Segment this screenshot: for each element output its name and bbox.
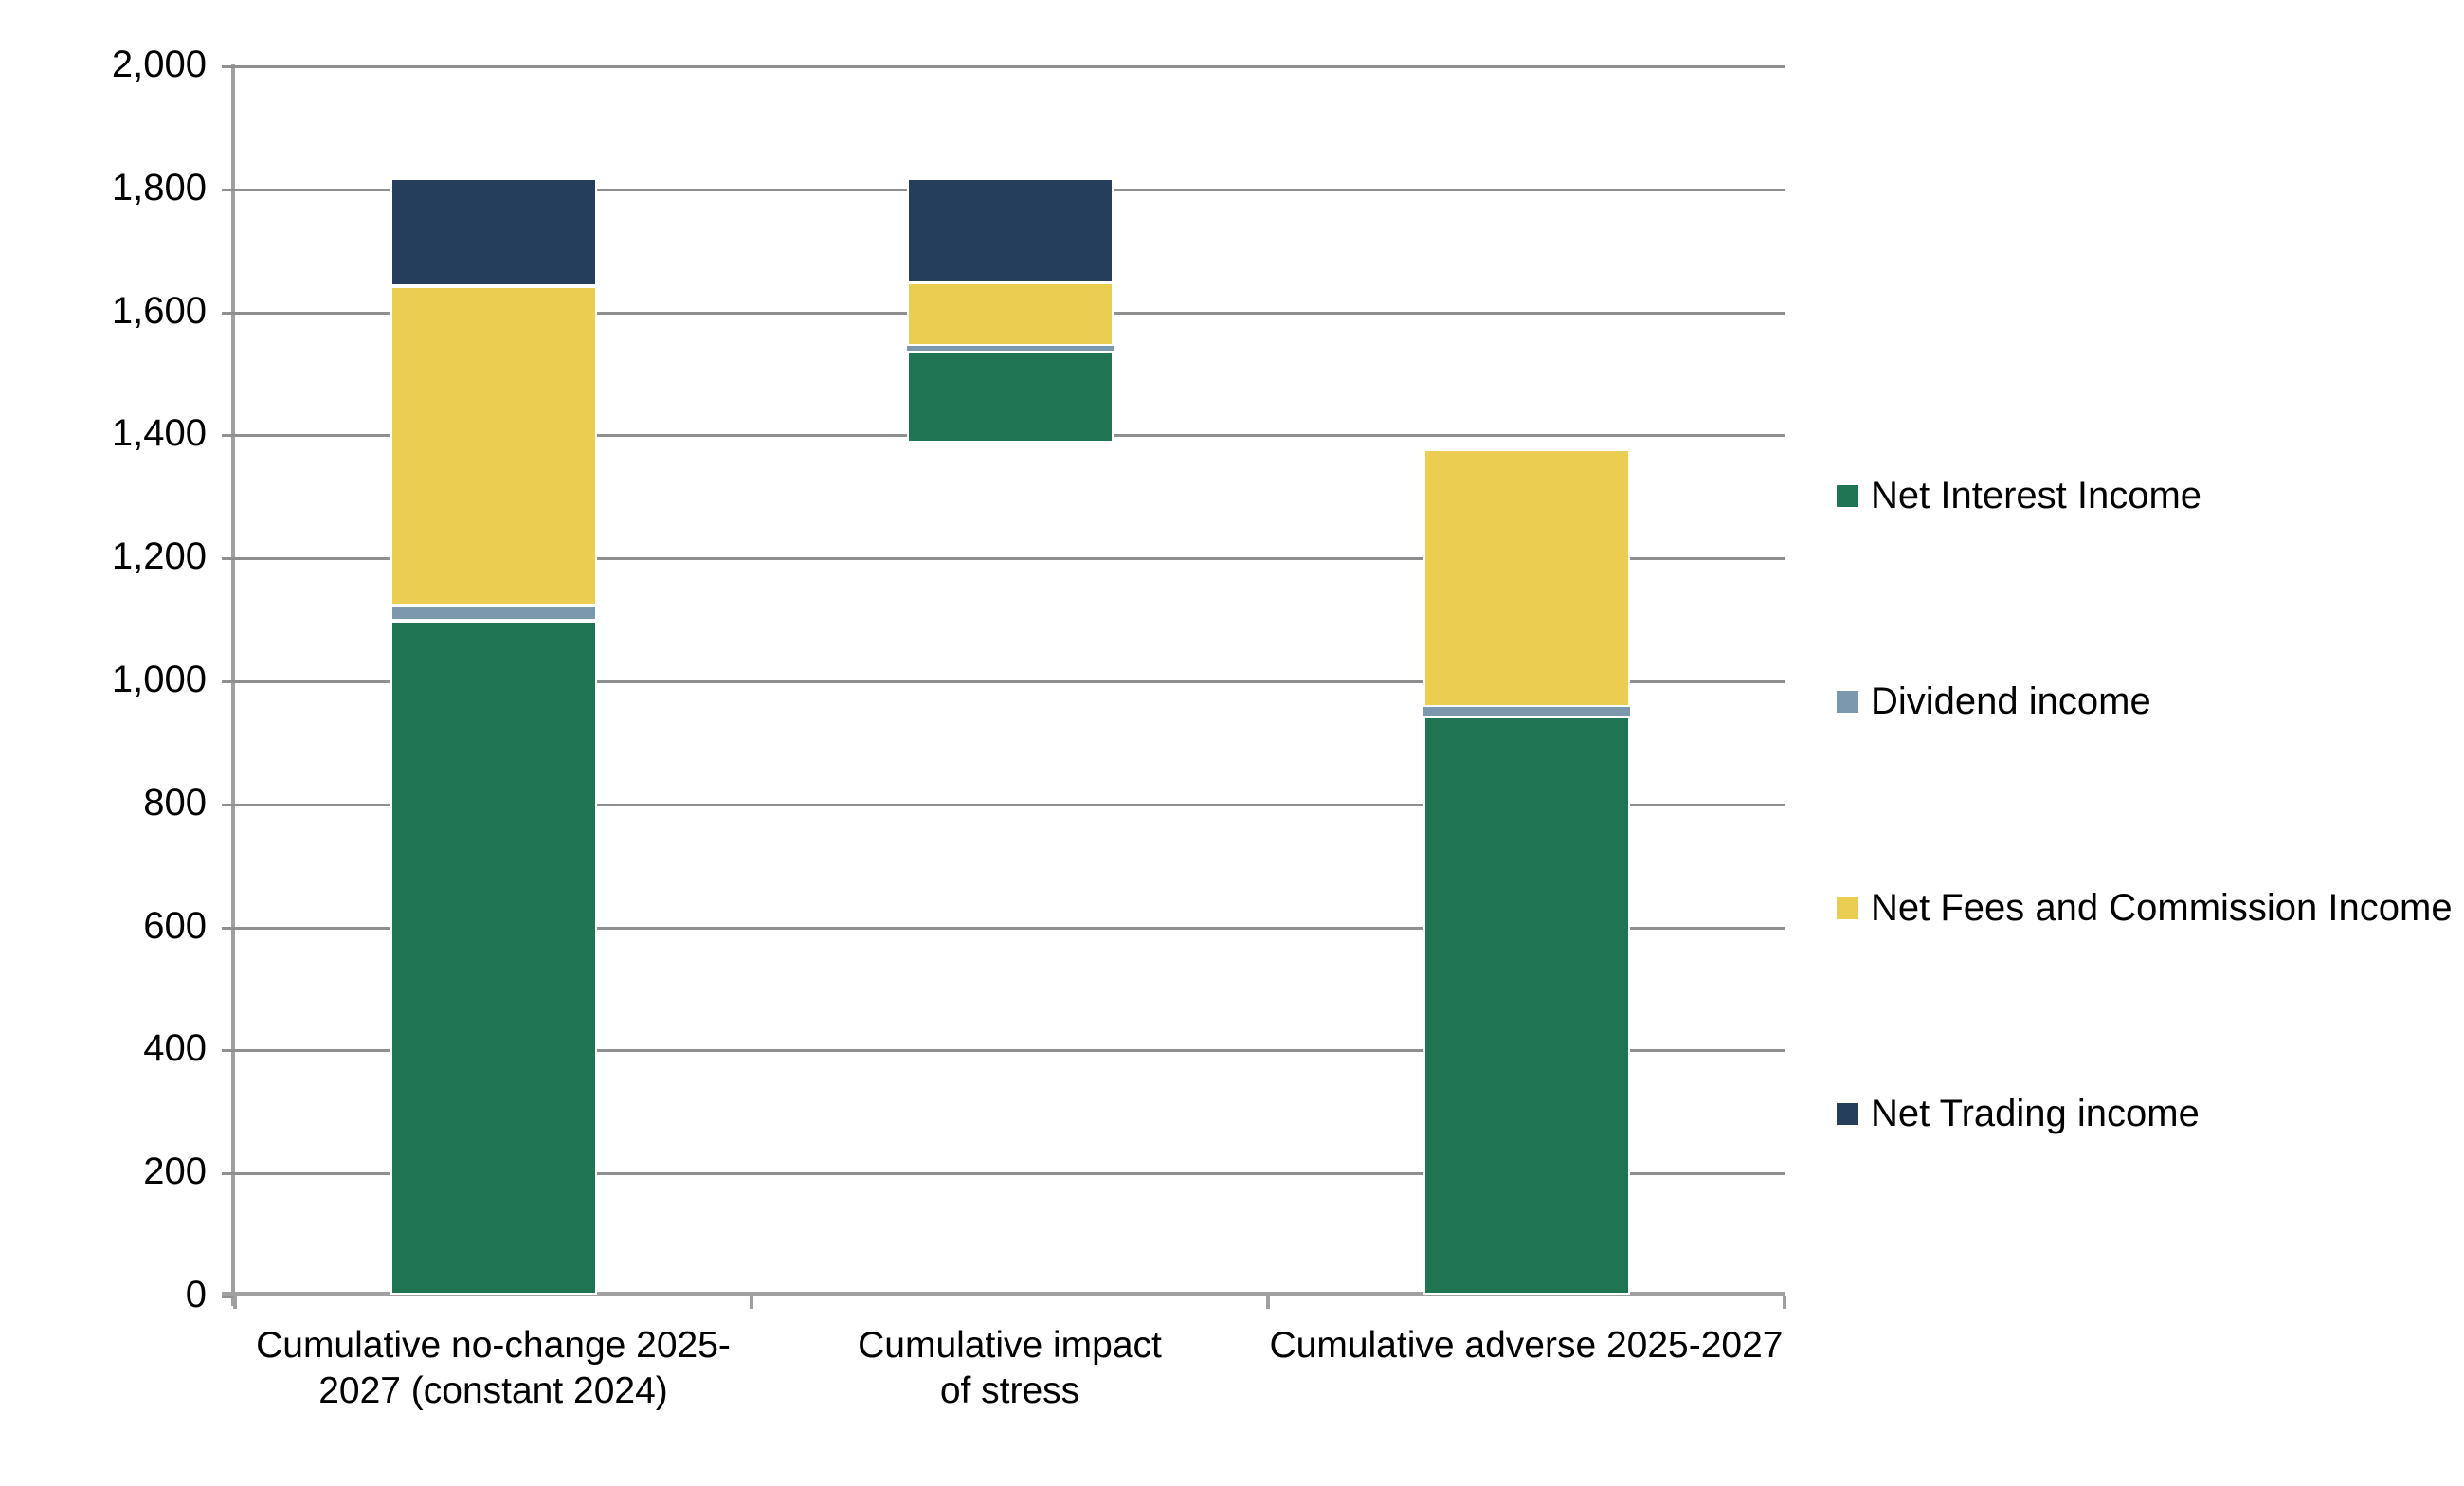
plot-area: 0 200 400 600 800 1,000 1,200 1,400 1,600 1,800 2,…: [112, 45, 1786, 1411]
x-category-label-2: Cumulative impact of stress: [858, 1325, 1162, 1411]
x-axis-tick: [750, 1296, 753, 1309]
legend-label: Net Trading income: [1871, 1093, 2200, 1134]
y-tick-label: 2,000: [111, 44, 207, 85]
bar-segment-net-fees-and-commission-income-cat3: [1422, 448, 1630, 708]
x-category-label-1: Cumulative no-change 2025- 2027 (constan…: [256, 1325, 731, 1411]
y-axis-tick: [222, 680, 235, 683]
legend-swatch-icon: [1837, 897, 1858, 919]
bar-segment-net-interest-income-cat1: [390, 621, 597, 1295]
gridline-200: [235, 1172, 1785, 1176]
x-category-label-3: Cumulative adverse 2025-2027: [1269, 1325, 1784, 1366]
gridline-400: [235, 1049, 1785, 1053]
y-axis-line: [231, 64, 235, 1306]
bar-segment-net-interest-income-cat2: [906, 350, 1114, 444]
gridline-1200: [235, 557, 1785, 561]
bar-segment-net-fees-and-commission-income-cat2: [906, 282, 1114, 346]
y-axis-tick: [222, 557, 235, 561]
bar-segment-net-fees-and-commission-income-cat1: [390, 285, 597, 607]
legend-item-dividend-income: Dividend income: [1837, 679, 2151, 724]
x-axis-tick: [1783, 1296, 1786, 1309]
gridline-600: [235, 926, 1785, 930]
bar-segment-net-interest-income-cat3: [1422, 716, 1630, 1295]
bar-segment-net-trading-income-cat2: [906, 178, 1114, 283]
y-tick-label: 400: [143, 1027, 207, 1070]
legend-item-net-interest-income: Net Interest Income: [1837, 473, 2201, 518]
bar-segment-dividend-income-cat3: [1422, 707, 1630, 716]
y-axis-tick: [222, 434, 235, 438]
bar-segment-net-trading-income-cat1: [390, 178, 597, 286]
y-axis-tick: [222, 311, 235, 315]
y-tick-label: 200: [143, 1151, 207, 1193]
x-axis-line: [222, 1292, 1785, 1296]
bar-segment-dividend-income-cat1: [390, 606, 597, 622]
gridline-2000: [235, 65, 1785, 68]
y-axis-tick: [222, 1296, 235, 1298]
y-tick-label: 1,200: [111, 535, 207, 578]
y-tick-label: 600: [143, 904, 207, 947]
bar-segment-dividend-income-cat2: [906, 345, 1114, 351]
y-axis-tick: [222, 1049, 235, 1053]
gridline-1000: [235, 680, 1785, 683]
legend-label: Net Fees and Commission Income: [1871, 887, 2453, 929]
y-axis-tick: [222, 65, 235, 68]
legend-item-net-trading-income: Net Trading income: [1837, 1091, 2200, 1136]
legend-swatch-icon: [1837, 1102, 1858, 1125]
y-axis-tick: [222, 803, 235, 806]
y-tick-label: 800: [143, 781, 207, 824]
x-axis-tick: [1266, 1296, 1270, 1309]
y-tick-label: 1,400: [111, 412, 207, 455]
legend-label: Net Interest Income: [1871, 475, 2202, 516]
y-tick-label: 1,000: [111, 659, 207, 700]
y-tick-label: 1,600: [111, 289, 207, 332]
legend-item-net-fees-and-commission-income: Net Fees and Commission Income: [1837, 885, 2453, 931]
legend-label: Dividend income: [1871, 680, 2151, 722]
y-tick-label: 1,800: [111, 166, 207, 208]
y-axis-tick: [222, 188, 235, 191]
y-axis-tick: [222, 1172, 235, 1176]
legend-swatch-icon: [1837, 484, 1858, 507]
x-axis-tick: [233, 1296, 237, 1309]
gridline-800: [235, 803, 1785, 806]
legend-swatch-icon: [1837, 690, 1858, 713]
y-tick-label: 0: [185, 1274, 207, 1315]
y-axis-tick: [222, 926, 235, 930]
